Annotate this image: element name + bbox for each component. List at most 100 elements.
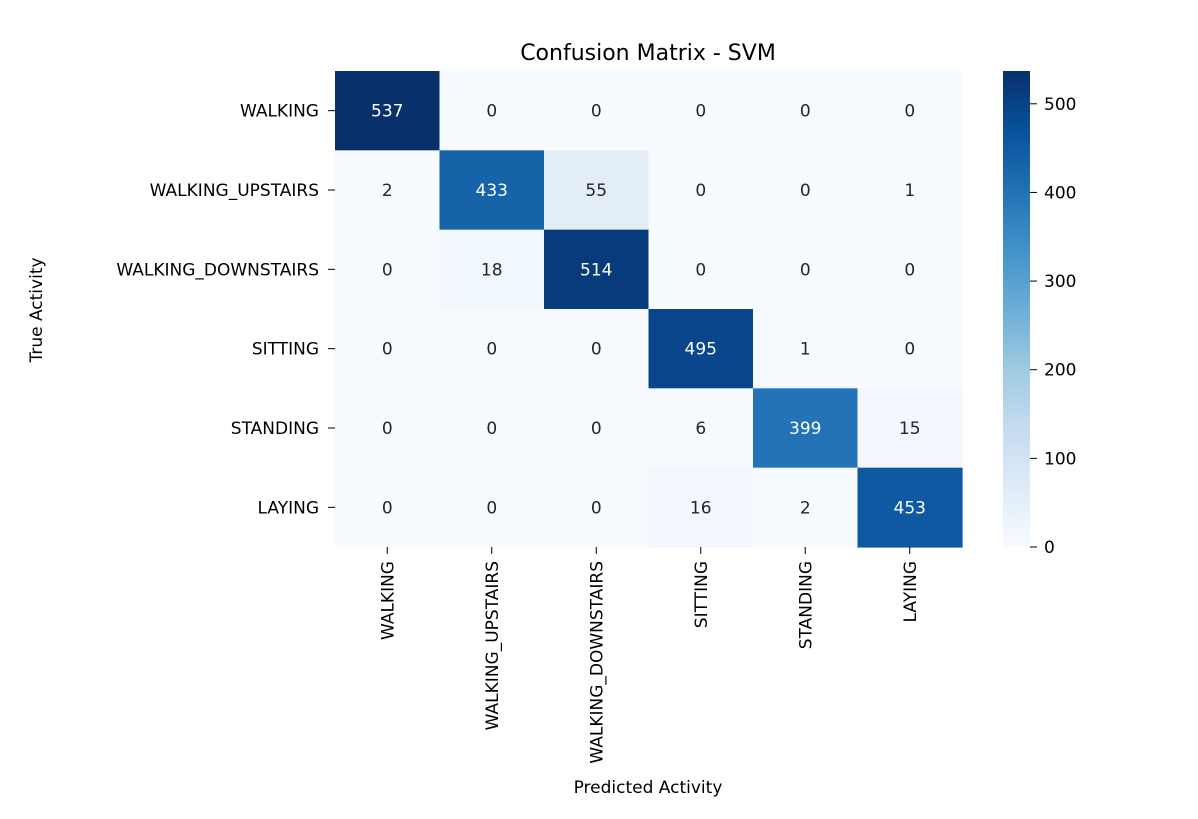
heatmap-cell [335,150,441,231]
cell-value-label: 0 [591,419,602,439]
cell-value-label: 0 [486,102,497,122]
heatmap-cell [753,388,859,469]
cell-value-label: 0 [591,340,602,360]
heatmap-cell [439,309,545,389]
heatmap-cell [753,150,859,231]
cell-value-label: 0 [904,102,915,122]
cell-value-label: 0 [382,260,393,280]
heatmap-cell [439,229,545,310]
heatmap-cell [439,71,545,151]
heatmap-cell [753,467,859,548]
heatmap-cell [335,388,441,469]
x-axis-ticks: WALKING WALKING_UPSTAIRS WALKING_DOWNSTAIR… [378,547,921,764]
heatmap-cell [335,309,441,389]
cell-value-label: 2 [382,181,393,201]
cell-value-label: 399 [789,419,821,439]
cell-value-label: 0 [382,340,393,360]
heatmap-cell [648,229,754,310]
cell-value-label: 433 [476,181,508,201]
heatmap-cell [648,309,754,389]
cell-value-label: 0 [486,340,497,360]
y-tick-label: STANDING [231,419,319,439]
cell-value-label: 514 [580,260,612,280]
heatmap-cell [544,309,650,389]
colorbar-tick-label: 200 [1044,361,1076,381]
heatmap-cell [439,150,545,231]
cell-value-label: 0 [695,181,706,201]
heatmap-cell [648,388,754,469]
heatmap-cell [753,309,859,389]
heatmap-cell [857,150,963,231]
cell-value-label: 16 [690,498,712,518]
heatmap-cell [753,71,859,151]
colorbar-tick-label: 500 [1044,95,1076,115]
x-tick-label: LAYING [901,561,921,622]
heatmap-cell [857,229,963,310]
heatmap-cell [439,467,545,548]
heatmap-cell [648,467,754,548]
cell-value-label: 18 [481,260,503,280]
cell-value-label: 495 [685,340,717,360]
cell-value-label: 15 [899,419,921,439]
x-tick-label: WALKING_UPSTAIRS [483,561,503,730]
cell-value-label: 0 [800,260,811,280]
cell-value-label: 0 [800,181,811,201]
colorbar-tick-label: 0 [1044,538,1055,558]
y-tick-label: WALKING_DOWNSTAIRS [116,260,319,280]
cell-value-label: 2 [800,498,811,518]
cell-value-label: 0 [486,419,497,439]
colorbar-tick-label: 300 [1044,272,1076,292]
heatmap-cell [857,71,963,151]
cell-value-label: 537 [371,102,403,122]
cell-value-label: 0 [382,498,393,518]
cell-value-label: 0 [486,498,497,518]
heatmap-cell [544,229,650,310]
x-tick-label: STANDING [796,561,816,649]
heatmap-cell [335,229,441,310]
colorbar-ticks: 0 100 200 300 400 500 [1030,95,1076,558]
heatmap-cell [544,71,650,151]
heatmap-cell [544,467,650,548]
heatmap-cell [335,71,441,151]
y-tick-label: WALKING_UPSTAIRS [150,181,319,201]
cell-value-label: 55 [585,181,607,201]
heatmap-cell [857,309,963,389]
x-tick-label: WALKING_DOWNSTAIRS [587,561,607,764]
chart-title: Confusion Matrix - SVM [520,41,776,66]
x-axis-label: Predicted Activity [574,778,723,798]
cell-value-label: 453 [894,498,926,518]
cell-value-label: 0 [904,340,915,360]
heatmap-cell [648,71,754,151]
cell-value-label: 0 [800,102,811,122]
x-tick-label: SITTING [692,561,712,628]
colorbar-tick-label: 400 [1044,183,1076,203]
heatmap-cell [857,388,963,469]
y-tick-label: SITTING [252,340,319,360]
cell-value-label: 0 [695,260,706,280]
colorbar-tick-label: 100 [1044,449,1076,469]
heatmap-cell-labels: 537 0 0 0 0 0 2 433 55 0 0 1 0 18 514 0 0 0 0 0 0 495 1 0 0 0 0 6 39… [371,102,926,519]
heatmap-cell [544,150,650,231]
cell-value-label: 0 [695,102,706,122]
cell-value-label: 1 [904,181,915,201]
heatmap-cell [544,388,650,469]
cell-value-label: 0 [591,102,602,122]
cell-value-label: 0 [904,260,915,280]
y-axis-label: True Activity [27,257,47,363]
cell-value-label: 0 [591,498,602,518]
cell-value-label: 0 [382,419,393,439]
colorbar [1003,71,1030,547]
y-axis-ticks: WALKING WALKING_UPSTAIRS WALKING_DOWNSTAIR… [116,102,335,518]
heatmap-cells [335,71,963,548]
x-tick-label: WALKING [378,561,398,640]
heatmap-cell [335,467,441,548]
cell-value-label: 6 [695,419,706,439]
y-tick-label: WALKING [240,102,319,122]
heatmap-cell [857,467,963,548]
heatmap-cell [439,388,545,469]
y-tick-label: LAYING [258,498,319,518]
cell-value-label: 1 [800,340,811,360]
heatmap-cell [753,229,859,310]
